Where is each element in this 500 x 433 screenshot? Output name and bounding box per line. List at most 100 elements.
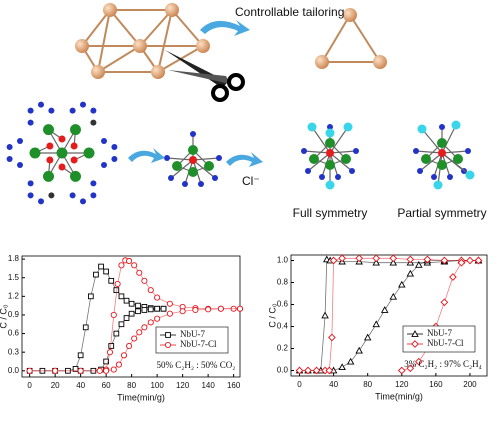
bond <box>441 152 471 176</box>
marker <box>110 366 117 373</box>
marker <box>106 349 114 356</box>
atom <box>46 156 54 164</box>
atom <box>204 161 214 171</box>
marker <box>118 321 125 328</box>
y-tick-label: 1.8 <box>8 254 20 263</box>
atom <box>417 124 427 134</box>
label: Controllable tailoring <box>235 5 344 19</box>
atom <box>353 148 359 154</box>
atom <box>70 170 81 182</box>
atom <box>111 156 118 162</box>
atom <box>188 145 198 155</box>
bond <box>170 159 194 179</box>
marker <box>26 367 33 374</box>
x-tick-label: 40 <box>76 381 85 390</box>
marker <box>87 293 94 300</box>
atom <box>56 147 68 159</box>
bond <box>329 150 357 154</box>
atom <box>198 181 204 187</box>
atom <box>417 168 423 174</box>
atom <box>70 142 78 150</box>
marker <box>205 306 212 313</box>
x-tick-label: 160 <box>429 380 443 389</box>
marker <box>154 294 161 301</box>
atom <box>27 107 34 114</box>
atom <box>326 149 334 157</box>
atom <box>319 174 325 180</box>
atom <box>48 192 55 199</box>
bond <box>441 150 469 154</box>
atom <box>325 180 335 190</box>
marker <box>147 287 154 294</box>
marker <box>355 346 363 354</box>
atom <box>58 163 66 171</box>
marker <box>295 366 304 375</box>
marker <box>160 305 167 312</box>
x-tick-label: 0 <box>297 380 302 389</box>
atom <box>182 181 188 187</box>
marker <box>110 311 117 318</box>
atom <box>453 154 463 164</box>
x-tick-label: 120 <box>176 381 190 390</box>
atom <box>6 144 13 150</box>
marker <box>77 352 84 359</box>
marker <box>52 367 59 374</box>
legend-label: NbU-7 <box>427 328 452 338</box>
atom <box>29 147 41 159</box>
label: Full symmetry <box>293 206 368 220</box>
marker <box>120 352 128 359</box>
atom <box>101 162 107 168</box>
arrow <box>226 152 263 167</box>
marker <box>406 364 415 373</box>
atom <box>451 120 461 130</box>
marker <box>164 341 172 349</box>
marker <box>77 367 84 374</box>
marker <box>398 280 406 288</box>
marker <box>108 277 115 284</box>
marker <box>96 367 103 374</box>
chart: 0.0 0.3 0.6 0.9 1.2 1.5 1.8 0 20 40 60 80 100 120 140 1… <box>0 254 244 402</box>
marker <box>113 330 120 337</box>
x-tick-label: 200 <box>463 380 477 389</box>
y-tick-label: 1.2 <box>8 291 20 300</box>
marker <box>103 367 110 374</box>
marker <box>236 305 244 312</box>
atom <box>341 154 351 164</box>
marker <box>103 268 109 275</box>
marker <box>411 340 419 348</box>
marker <box>380 306 389 313</box>
annotation: 3% C₂H₂ : 97% C₂H₄ <box>404 359 482 369</box>
y-tick-label: 0.2 <box>277 344 289 353</box>
marker <box>126 257 133 265</box>
marker <box>372 320 380 328</box>
marker <box>179 308 186 315</box>
marker <box>135 308 141 315</box>
marker <box>126 342 133 350</box>
bond <box>311 126 331 154</box>
cluster-bonds <box>81 9 381 73</box>
atom <box>349 168 355 174</box>
x-tick-label: 60 <box>102 381 111 390</box>
marker <box>325 366 334 375</box>
atom <box>90 192 97 199</box>
marker <box>329 256 338 265</box>
bond <box>441 124 457 154</box>
atom <box>27 192 34 199</box>
marker <box>217 305 224 312</box>
arrow <box>200 20 250 36</box>
marker <box>406 269 415 277</box>
atom <box>38 198 44 205</box>
atom <box>27 119 34 126</box>
atom <box>190 131 196 137</box>
atom <box>6 156 13 162</box>
y-tick-label: 1.0 <box>277 256 289 265</box>
bond <box>421 128 443 154</box>
marker <box>423 255 432 264</box>
atom <box>70 124 81 136</box>
x-axis-label: Time(min/g) <box>117 392 165 402</box>
series-line <box>29 259 240 372</box>
marker <box>312 366 321 375</box>
atom <box>90 107 97 114</box>
x-tick-label: 160 <box>227 381 241 390</box>
marker <box>136 329 143 336</box>
